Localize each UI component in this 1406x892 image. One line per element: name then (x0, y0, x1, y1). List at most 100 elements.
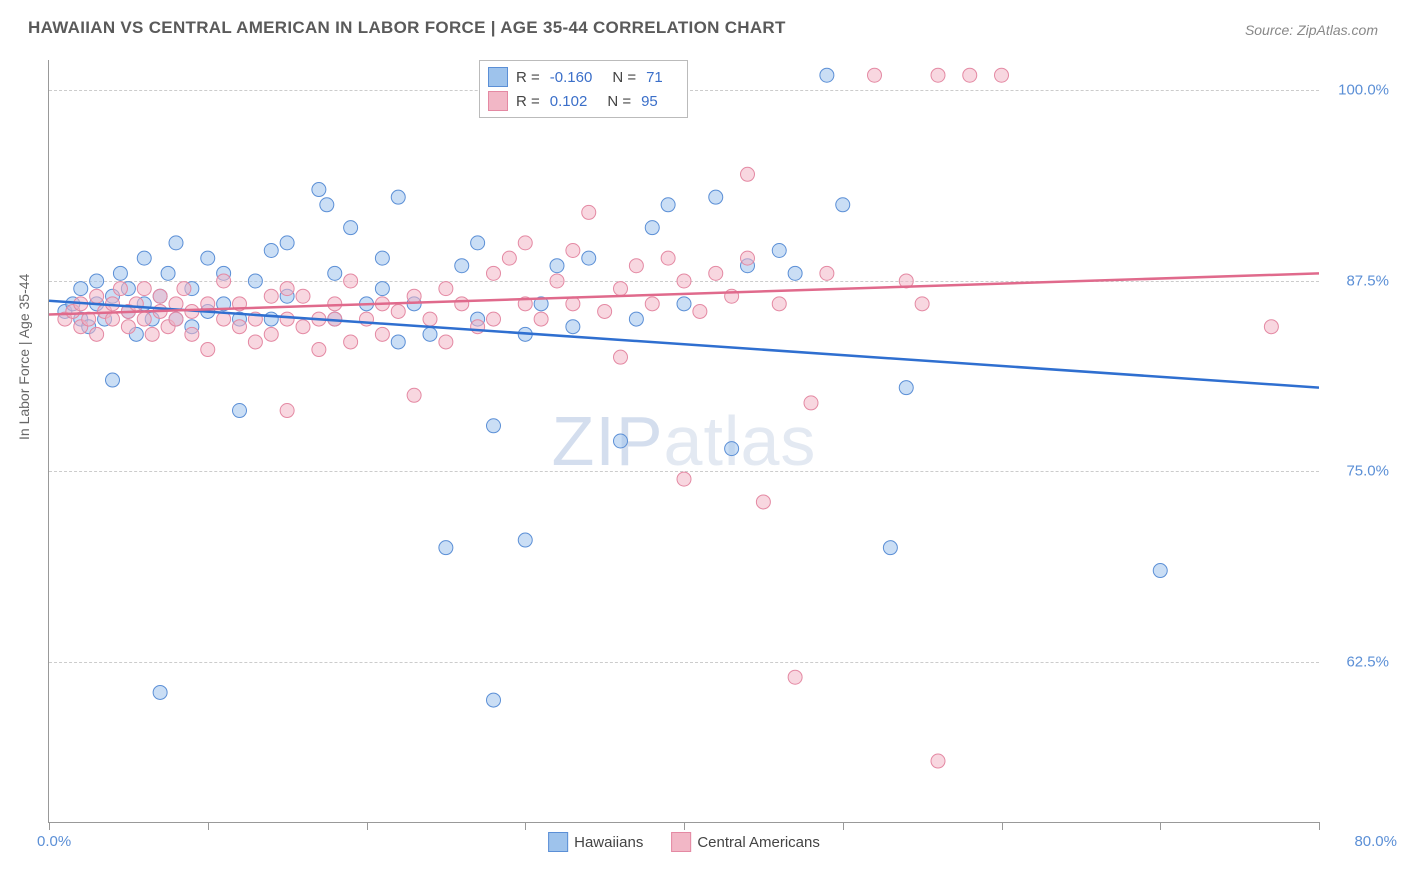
y-tick-label: 87.5% (1329, 272, 1389, 289)
stats-row-central: R = 0.102 N = 95 (488, 89, 675, 113)
scatter-point (614, 282, 628, 296)
r-value-central: 0.102 (550, 93, 588, 110)
x-tick (684, 822, 685, 830)
scatter-point (137, 312, 151, 326)
swatch-hawaiians (548, 832, 568, 852)
scatter-point (915, 297, 929, 311)
swatch-hawaiians (488, 67, 508, 87)
scatter-point (137, 251, 151, 265)
source-attribution: Source: ZipAtlas.com (1245, 22, 1378, 38)
scatter-point (598, 304, 612, 318)
scatter-point (788, 266, 802, 280)
scatter-point (201, 251, 215, 265)
r-label: R = (516, 69, 540, 86)
scatter-point (931, 754, 945, 768)
scatter-point (375, 251, 389, 265)
legend-item-central: Central Americans (671, 832, 820, 852)
scatter-point (661, 198, 675, 212)
legend-item-hawaiians: Hawaiians (548, 832, 643, 852)
y-tick-label: 100.0% (1329, 82, 1389, 99)
swatch-central (671, 832, 691, 852)
scatter-point (439, 335, 453, 349)
scatter-point (645, 297, 659, 311)
scatter-point (439, 541, 453, 555)
x-tick (1319, 822, 1320, 830)
scatter-point (725, 442, 739, 456)
scatter-point (391, 335, 405, 349)
scatter-point (455, 297, 469, 311)
y-axis-label: In Labor Force | Age 35-44 (16, 274, 32, 440)
scatter-point (741, 167, 755, 181)
scatter-point (518, 533, 532, 547)
scatter-point (296, 320, 310, 334)
scatter-point (931, 68, 945, 82)
scatter-point (344, 335, 358, 349)
scatter-point (185, 327, 199, 341)
scatter-point (217, 274, 231, 288)
scatter-point (883, 541, 897, 555)
x-tick (1160, 822, 1161, 830)
scatter-point (90, 274, 104, 288)
scatter-point (280, 312, 294, 326)
scatter-point (629, 312, 643, 326)
scatter-point (320, 198, 334, 212)
n-value-central: 95 (641, 93, 658, 110)
scatter-point (248, 274, 262, 288)
scatter-point (391, 304, 405, 318)
scatter-point (169, 312, 183, 326)
scatter-point (391, 190, 405, 204)
scatter-point (550, 274, 564, 288)
scatter-point (534, 312, 548, 326)
scatter-point (169, 236, 183, 250)
scatter-point (1264, 320, 1278, 334)
x-tick (208, 822, 209, 830)
scatter-point (788, 670, 802, 684)
scatter-point (137, 282, 151, 296)
scatter-point (629, 259, 643, 273)
scatter-point (677, 274, 691, 288)
scatter-point (693, 304, 707, 318)
scatter-point (264, 289, 278, 303)
scatter-point (113, 266, 127, 280)
x-tick (367, 822, 368, 830)
scatter-point (518, 236, 532, 250)
scatter-point (375, 282, 389, 296)
scatter-point (280, 236, 294, 250)
n-value-hawaiians: 71 (646, 69, 663, 86)
scatter-point (804, 396, 818, 410)
scatter-point (280, 282, 294, 296)
scatter-point (471, 236, 485, 250)
x-tick (1002, 822, 1003, 830)
scatter-point (661, 251, 675, 265)
scatter-point (201, 343, 215, 357)
scatter-point (582, 205, 596, 219)
y-tick-label: 62.5% (1329, 653, 1389, 670)
scatter-point (677, 297, 691, 311)
scatter-point (407, 289, 421, 303)
scatter-point (502, 251, 516, 265)
scatter-point (121, 320, 135, 334)
scatter-point (153, 289, 167, 303)
scatter-point (280, 404, 294, 418)
scatter-point (312, 343, 326, 357)
x-axis-min: 0.0% (37, 833, 71, 850)
scatter-point (772, 297, 786, 311)
series-legend: Hawaiians Central Americans (548, 832, 820, 852)
scatter-point (296, 289, 310, 303)
r-value-hawaiians: -0.160 (550, 69, 593, 86)
scatter-point (709, 266, 723, 280)
scatter-point (868, 68, 882, 82)
scatter-point (455, 259, 469, 273)
scatter-point (550, 259, 564, 273)
scatter-point (145, 327, 159, 341)
swatch-central (488, 91, 508, 111)
scatter-point (90, 327, 104, 341)
n-label: N = (612, 69, 636, 86)
scatter-point (423, 327, 437, 341)
scatter-point (344, 274, 358, 288)
scatter-point (820, 68, 834, 82)
x-axis-max: 80.0% (1354, 833, 1397, 850)
scatter-point (566, 320, 580, 334)
scatter-svg (49, 60, 1319, 822)
scatter-point (439, 282, 453, 296)
